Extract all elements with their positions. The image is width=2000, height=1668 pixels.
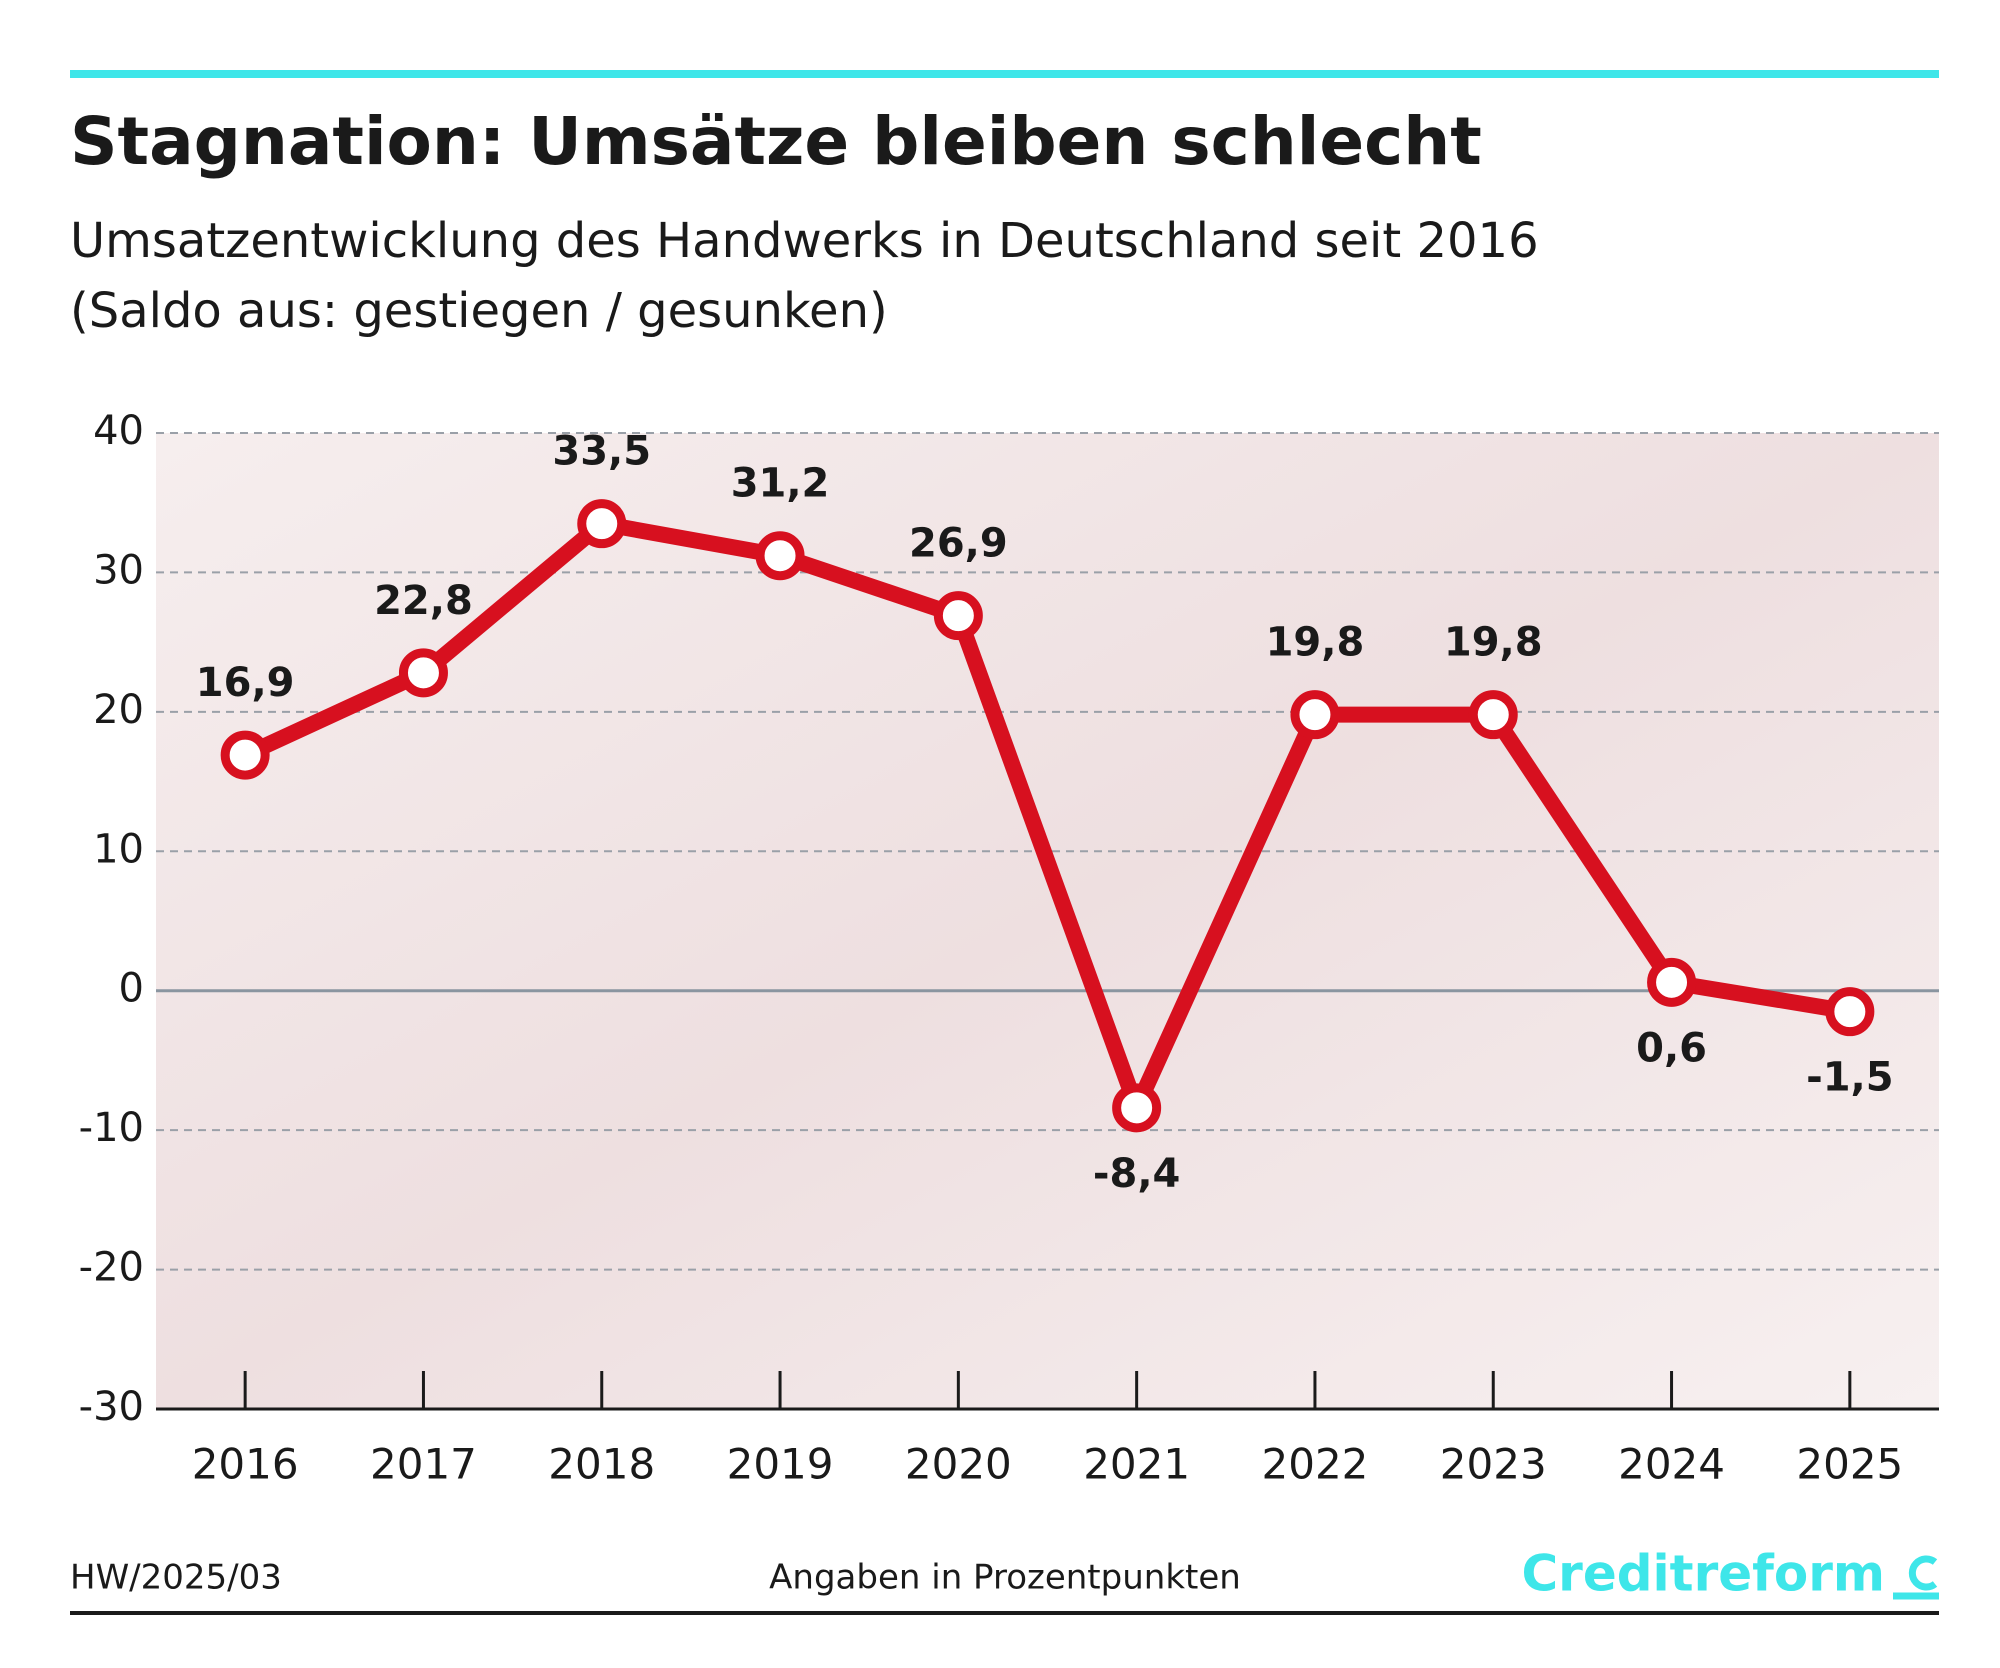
data-point xyxy=(1290,690,1340,740)
data-label: 0,6 xyxy=(1636,1025,1707,1071)
chart-title: Stagnation: Umsätze bleiben schlecht xyxy=(70,103,1482,180)
data-point xyxy=(1647,957,1697,1007)
data-label: -1,5 xyxy=(1806,1055,1893,1101)
top-rule xyxy=(70,70,1939,78)
y-tick-label: -10 xyxy=(79,1105,144,1151)
y-tick-label: 0 xyxy=(119,966,144,1012)
data-label: 19,8 xyxy=(1266,620,1365,666)
data-point xyxy=(398,648,448,698)
source: HW/2025/03 xyxy=(70,1558,282,1598)
x-tick-label: 2018 xyxy=(548,1440,655,1489)
plot-background xyxy=(156,433,1939,1409)
brand-logo: Creditreform xyxy=(1521,1545,1885,1603)
subtitle: Umsatzentwicklung des Handwerks in Deuts… xyxy=(70,213,1539,269)
plot: -30 -20 -10 0 10 20 30 40 2016 2017 2018 2019 2020 20… xyxy=(79,408,1939,1489)
bottom-rule xyxy=(70,1611,1939,1615)
y-tick-label: 10 xyxy=(93,826,144,872)
data-point xyxy=(1112,1083,1162,1133)
y-tick-label: -20 xyxy=(79,1245,144,1291)
data-point xyxy=(577,499,627,549)
data-label: 19,8 xyxy=(1444,620,1543,666)
subtitle: (Saldo aus: gestiegen / gesunken) xyxy=(70,283,888,339)
data-point xyxy=(220,730,270,780)
x-tick-label: 2021 xyxy=(1083,1440,1190,1489)
data-point xyxy=(933,591,983,641)
x-tick-label: 2022 xyxy=(1262,1440,1369,1489)
data-label: 22,8 xyxy=(374,578,473,624)
x-tick-label: 2024 xyxy=(1618,1440,1725,1489)
data-point xyxy=(755,531,805,581)
data-label: 26,9 xyxy=(909,521,1008,567)
data-point xyxy=(1825,987,1875,1037)
data-label: 31,2 xyxy=(731,461,830,507)
x-tick-label: 2016 xyxy=(192,1440,299,1489)
y-tick-label: 40 xyxy=(93,408,144,454)
data-label: 16,9 xyxy=(196,660,295,706)
note: Angaben in Prozentpunkten xyxy=(769,1558,1241,1598)
x-tick-label: 2017 xyxy=(370,1440,477,1489)
data-point xyxy=(1468,690,1518,740)
y-tick-label: -30 xyxy=(79,1384,144,1430)
y-tick-label: 20 xyxy=(93,687,144,733)
y-tick-label: 30 xyxy=(93,547,144,593)
data-label: 33,5 xyxy=(552,429,651,475)
x-tick-label: 2020 xyxy=(905,1440,1012,1489)
x-tick-label: 2025 xyxy=(1796,1440,1903,1489)
data-line xyxy=(241,515,1852,1116)
x-tick-label: 2019 xyxy=(727,1440,834,1489)
x-tick-label: 2023 xyxy=(1440,1440,1547,1489)
brand-icon xyxy=(1893,1555,1939,1600)
data-label: -8,4 xyxy=(1093,1151,1180,1197)
